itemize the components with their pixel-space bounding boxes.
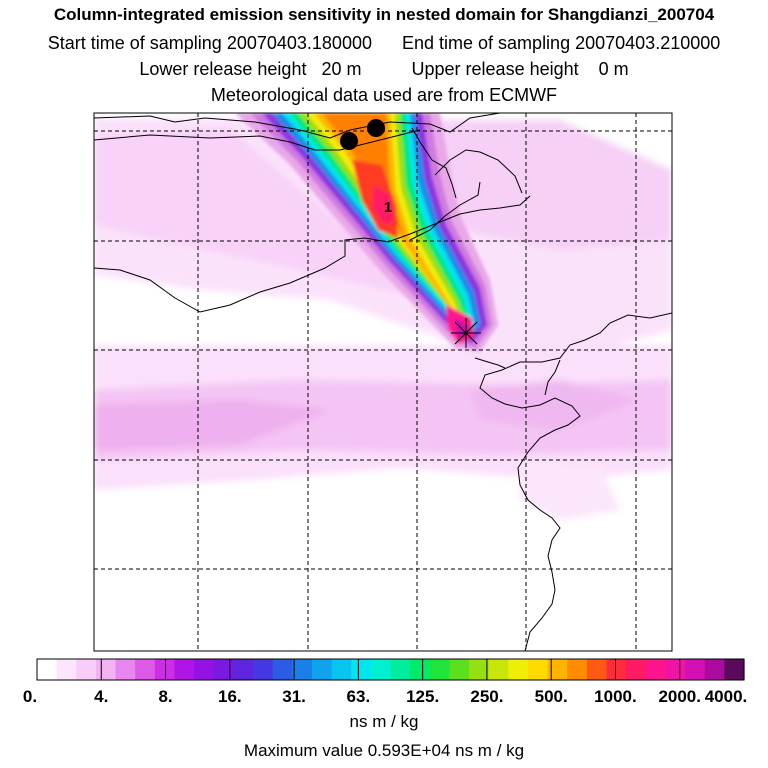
end-value: 20070403.210000 <box>575 33 721 53</box>
map-field: 1 <box>94 113 672 651</box>
maximum-value: Maximum value 0.593E+04 ns m / kg <box>0 741 768 761</box>
plume-endpoint-dot <box>367 119 385 137</box>
map-frame <box>93 112 673 652</box>
colorbar-cell <box>645 659 667 680</box>
start-value: 20070403.180000 <box>226 33 372 53</box>
release-heights: Lower release height 20 m Upper release … <box>0 59 768 80</box>
colorbar-cell <box>508 659 529 680</box>
end-label: End time of sampling <box>402 33 571 53</box>
colorbar-cell <box>527 659 549 680</box>
colorbar-cell <box>56 659 77 680</box>
colorbar-cell <box>331 659 352 680</box>
colorbar-tick-label: 8. <box>158 687 173 706</box>
colorbar-cell <box>154 659 176 680</box>
colorbar-cell <box>547 659 568 680</box>
colorbar-cell <box>115 659 136 680</box>
colorbar-cell <box>488 659 509 680</box>
colorbar-cell <box>233 659 254 680</box>
colorbar-cell <box>174 659 195 680</box>
colorbar-tick-label: 63. <box>346 687 371 706</box>
colorbar-cell <box>135 659 156 680</box>
max-label: Maximum value <box>243 741 363 760</box>
sampling-times: Start time of sampling 20070403.180000 E… <box>0 33 768 54</box>
colorbar-cell <box>429 659 451 680</box>
colorbar-cell <box>390 659 411 680</box>
max-value: 0.593E+04 ns m / kg <box>367 741 525 760</box>
colorbar-tick-label: 1000. <box>594 687 637 706</box>
colorbar-tick-label: 0. <box>22 687 38 706</box>
coastlines <box>94 113 672 651</box>
lower-label: Lower release height <box>139 59 307 79</box>
colorbar-cell <box>724 659 745 680</box>
plume-endpoint-dot <box>340 132 358 150</box>
colorbar-tick-label: 125. <box>406 687 440 706</box>
colorbar-tick-label: 500. <box>534 687 568 706</box>
colorbar-cell <box>37 659 58 680</box>
upper-value: 0 m <box>598 59 629 79</box>
colorbar-cell <box>351 659 372 680</box>
met-data-line: Meteorological data used are from ECMWF <box>210 85 558 105</box>
upper-label: Upper release height <box>411 59 579 79</box>
colorbar-cell <box>685 659 706 680</box>
colorbar-cell <box>469 659 490 680</box>
colorbar-cell <box>626 659 647 680</box>
colorbar-cell <box>213 659 234 680</box>
plume-label: 1 <box>384 199 392 216</box>
colorbar-cell <box>665 659 686 680</box>
colorbar-tick-label: 2000. <box>658 687 701 706</box>
lower-value: 20 m <box>321 59 362 79</box>
site-marker <box>451 318 481 348</box>
colorbar-cell <box>76 659 97 680</box>
start-label: Start time of sampling <box>47 33 222 53</box>
colorbar-cell <box>704 659 725 680</box>
colorbar-tick-label: 16. <box>217 687 242 706</box>
colorbar-cell <box>606 659 627 680</box>
colorbar-cell <box>370 659 392 680</box>
colorbar-cell <box>410 659 431 680</box>
chart-title: Column-integrated emission sensitivity i… <box>53 5 715 24</box>
colorbar-cell <box>311 659 333 680</box>
colorbar-tick-label: 250. <box>470 687 504 706</box>
colorbar-cell <box>567 659 588 680</box>
colorbar <box>36 658 745 681</box>
colorbar-cell <box>586 659 608 680</box>
colorbar-cell <box>292 659 313 680</box>
colorbar-cell <box>194 659 215 680</box>
colorbar-border <box>36 658 745 681</box>
colorbar-unit: ns m / kg <box>349 712 419 731</box>
lat-lon-grid <box>94 113 672 651</box>
colorbar-tick-label: 4. <box>94 687 109 706</box>
colorbar-cell <box>95 659 117 680</box>
plume <box>235 113 498 352</box>
colorbar-cell <box>272 659 293 680</box>
colorbar-tick-label: 4000. <box>704 687 748 706</box>
colorbar-cell <box>253 659 274 680</box>
background-sensitivity <box>94 118 672 520</box>
colorbar-tick-label: 31. <box>282 687 306 706</box>
colorbar-cell <box>449 659 470 680</box>
